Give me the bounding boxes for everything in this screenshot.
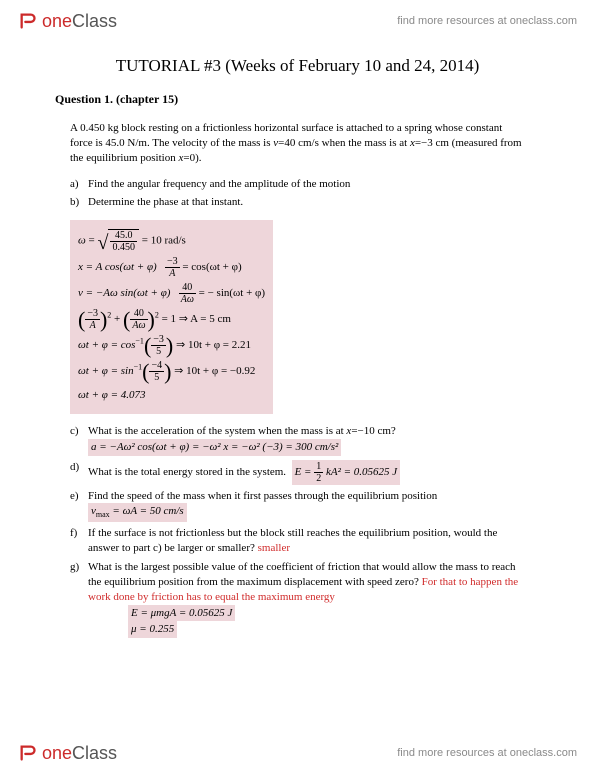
eq-omega: ω = √45.00.450 = 10 rad/s bbox=[78, 229, 265, 253]
item-c: c) What is the acceleration of the syste… bbox=[70, 424, 525, 456]
equations-block: ω = √45.00.450 = 10 rad/s x = A cos(ωt +… bbox=[70, 220, 273, 414]
page-content: TUTORIAL #3 (Weeks of February 10 and 24… bbox=[0, 36, 595, 638]
eq-sin: ωt + φ = sin−1(−45) ⇒ 10t + φ = −0.92 bbox=[78, 360, 265, 383]
f-answer: smaller bbox=[258, 542, 290, 554]
d-answer: E = 12 kA² = 0.05625 J bbox=[292, 460, 401, 485]
problem-body: A 0.450 kg block resting on a frictionle… bbox=[55, 121, 540, 638]
page-title: TUTORIAL #3 (Weeks of February 10 and 24… bbox=[55, 56, 540, 76]
item-f: f) If the surface is not frictionless bu… bbox=[70, 526, 525, 556]
logo-icon bbox=[18, 10, 40, 32]
intro-paragraph: A 0.450 kg block resting on a frictionle… bbox=[70, 121, 525, 166]
logo-icon bbox=[18, 742, 40, 764]
footer-tagline: find more resources at oneclass.com bbox=[397, 747, 577, 759]
item-d: d) What is the total energy stored in th… bbox=[70, 460, 525, 485]
item-a: a)Find the angular frequency and the amp… bbox=[70, 177, 525, 192]
eq-x: x = A cos(ωt + φ) −3A = cos(ωt + φ) bbox=[78, 256, 265, 279]
eq-final: ωt + φ = 4.073 bbox=[78, 386, 265, 405]
page-header: oneClass find more resources at oneclass… bbox=[0, 0, 595, 36]
question-heading: Question 1. (chapter 15) bbox=[55, 92, 540, 107]
g-eq-E: E = μmgA = 0.05625 J bbox=[128, 605, 235, 622]
c-answer: a = −Aω² cos(ωt + φ) = −ω² x = −ω² (−3) … bbox=[88, 439, 341, 456]
logo: oneClass bbox=[18, 10, 117, 32]
g-eq-mu: μ = 0.255 bbox=[128, 621, 177, 638]
item-b: b)Determine the phase at that instant. bbox=[70, 195, 525, 210]
page-footer: oneClass find more resources at oneclass… bbox=[18, 742, 577, 764]
header-tagline: find more resources at oneclass.com bbox=[397, 15, 577, 27]
eq-v: v = −Aω sin(ωt + φ) 40Aω = − sin(ωt + φ) bbox=[78, 282, 265, 305]
item-g: g) What is the largest possible value of… bbox=[70, 560, 525, 638]
item-e: e) Find the speed of the mass when it fi… bbox=[70, 489, 525, 523]
footer-logo: oneClass bbox=[18, 742, 117, 764]
logo-text-one: one bbox=[42, 11, 72, 32]
logo-text-class: Class bbox=[72, 11, 117, 32]
eq-amp: (−3A)2 + (40Aω)2 = 1 ⇒ A = 5 cm bbox=[78, 308, 265, 331]
eq-cos: ωt + φ = cos−1(−35) ⇒ 10t + φ = 2.21 bbox=[78, 334, 265, 357]
e-answer: vmax = ωA = 50 cm/s bbox=[88, 503, 187, 522]
